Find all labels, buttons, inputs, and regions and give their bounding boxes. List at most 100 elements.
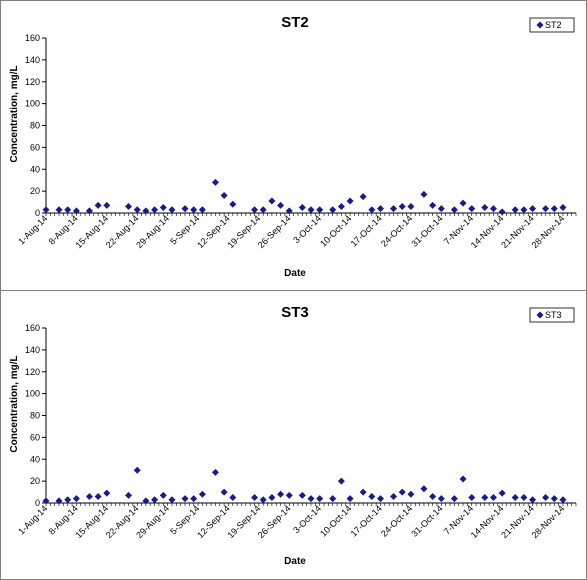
y-tick-label: 40 xyxy=(30,164,40,174)
data-point xyxy=(459,199,467,207)
legend-label: ST3 xyxy=(545,310,562,320)
y-axis-label: Concentration, mg/L xyxy=(9,65,20,162)
x-tick-label: 29-Aug-14 xyxy=(134,503,171,540)
y-tick-label: 120 xyxy=(25,367,40,377)
x-tick-label: 24-Oct-14 xyxy=(379,213,414,248)
data-point xyxy=(72,207,80,215)
data-point xyxy=(159,491,167,499)
data-point xyxy=(211,178,219,186)
data-point xyxy=(42,206,50,214)
y-tick-label: 160 xyxy=(25,33,40,43)
chart-svg-st2: ST2 ST2 Concentration, mg/L Date 0 20 40 60… xyxy=(9,14,577,279)
data-point xyxy=(520,494,528,502)
legend: ST2 xyxy=(529,17,575,33)
data-point xyxy=(307,206,315,214)
data-point xyxy=(398,202,406,210)
data-point xyxy=(498,489,506,497)
data-point xyxy=(277,201,285,209)
data-point xyxy=(481,204,489,212)
x-tick-label: 29-Aug-14 xyxy=(134,213,171,250)
chart-panel-st2: ST2 ST2 Concentration, mg/L Date 0 20 40 60… xyxy=(0,0,587,291)
data-point xyxy=(85,207,93,215)
data-point xyxy=(190,495,198,503)
data-point xyxy=(211,468,219,476)
data-point xyxy=(450,495,458,503)
data-point xyxy=(125,202,133,210)
data-point xyxy=(337,477,345,485)
data-point xyxy=(420,485,428,493)
data-point xyxy=(142,207,150,215)
y-tick-label: 80 xyxy=(30,411,40,421)
chart-panel-st3: ST3 ST3 Concentration, mg/L Date 0 20 40 60… xyxy=(0,290,587,580)
data-point xyxy=(259,496,267,504)
x-tick-label: 24-Oct-14 xyxy=(379,503,414,538)
data-point xyxy=(407,202,415,210)
data-point xyxy=(142,497,150,505)
data-point xyxy=(346,197,354,205)
data-point xyxy=(520,206,528,214)
y-tick-label: 60 xyxy=(30,432,40,442)
data-point xyxy=(407,490,415,498)
data-point xyxy=(190,206,198,214)
data-point xyxy=(198,490,206,498)
data-point xyxy=(450,206,458,214)
data-point xyxy=(329,206,337,214)
data-point xyxy=(316,495,324,503)
x-tick-label: 28-Nov-14 xyxy=(530,213,567,250)
data-point xyxy=(489,494,497,502)
y-tick-label: 140 xyxy=(25,345,40,355)
plot-area: 0204060801001201401601-Aug-148-Aug-1415-… xyxy=(16,323,577,540)
legend-marker-icon xyxy=(536,21,544,29)
data-point xyxy=(307,495,315,503)
data-point xyxy=(55,206,63,214)
data-point xyxy=(298,204,306,212)
data-point xyxy=(151,496,159,504)
data-point xyxy=(268,197,276,205)
data-point xyxy=(468,494,476,502)
x-tick-label: 28-Nov-14 xyxy=(530,503,567,540)
data-point xyxy=(72,495,80,503)
data-point xyxy=(277,490,285,498)
legend-marker-icon xyxy=(536,311,544,319)
data-point xyxy=(285,491,293,499)
x-tick-label: 31-Oct-14 xyxy=(409,213,444,248)
data-point xyxy=(259,206,267,214)
data-point xyxy=(103,489,111,497)
data-point xyxy=(511,494,519,502)
data-point xyxy=(337,202,345,210)
data-point xyxy=(481,494,489,502)
data-point xyxy=(103,201,111,209)
data-point xyxy=(559,496,567,504)
x-tick-label: 26-Sep-14 xyxy=(256,503,293,540)
data-point xyxy=(390,492,398,500)
y-tick-label: 100 xyxy=(25,99,40,109)
x-tick-label: 1-Aug-14 xyxy=(16,503,49,536)
data-point xyxy=(168,206,176,214)
data-point xyxy=(511,206,519,214)
data-point xyxy=(368,206,376,214)
chart-title: ST3 xyxy=(281,304,309,321)
data-point xyxy=(420,190,428,198)
data-point xyxy=(359,193,367,201)
data-point xyxy=(220,192,228,199)
data-point xyxy=(550,205,558,213)
data-point xyxy=(229,200,237,208)
legend-box xyxy=(529,307,575,323)
data-point xyxy=(542,205,550,213)
data-point xyxy=(133,206,141,214)
x-tick-label: 17-Oct-14 xyxy=(349,213,384,248)
data-point xyxy=(489,205,497,213)
data-point xyxy=(429,492,437,500)
y-tick-label: 40 xyxy=(30,454,40,464)
data-point xyxy=(377,495,385,503)
data-point xyxy=(529,496,537,504)
legend-label: ST2 xyxy=(545,20,562,30)
data-point xyxy=(181,205,189,213)
x-tick-label: 10-Oct-14 xyxy=(318,213,353,248)
data-point xyxy=(329,495,337,503)
data-point xyxy=(64,496,72,504)
data-point xyxy=(377,205,385,213)
data-point xyxy=(529,205,537,213)
data-point xyxy=(368,492,376,500)
data-point xyxy=(85,492,93,500)
